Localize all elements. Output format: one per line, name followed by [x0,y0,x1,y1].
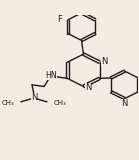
Text: N: N [101,57,107,66]
Text: F: F [57,15,62,24]
Text: CH₃: CH₃ [2,100,14,106]
Text: CH₃: CH₃ [53,100,66,106]
Text: HN: HN [46,72,57,80]
Text: N: N [121,99,128,108]
Text: N: N [31,93,37,102]
Text: N: N [85,83,91,92]
